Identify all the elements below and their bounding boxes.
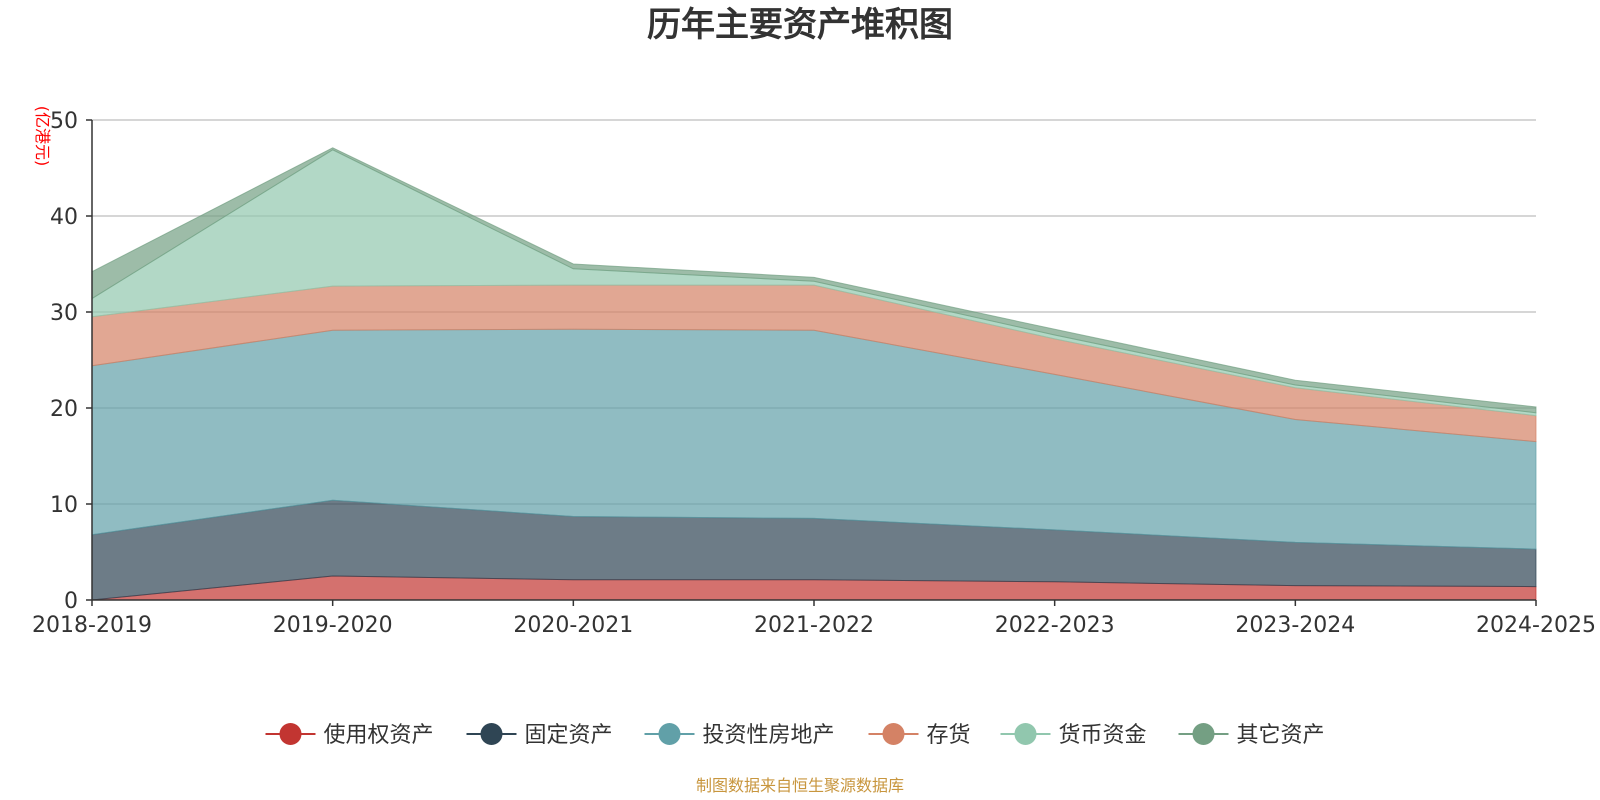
y-tick-label-1: 10: [50, 493, 78, 518]
area-series-5: [91, 147, 1537, 414]
legend-marker-2: [658, 723, 681, 745]
y-tick-label-3: 30: [50, 301, 78, 326]
legend-item-3[interactable]: 存货: [868, 723, 971, 748]
legend-item-5[interactable]: 其它资产: [1178, 723, 1325, 748]
legend: 使用权资产 固定资产 投资性房地产 存货 货币资金 其它资产: [265, 723, 1325, 748]
legend-marker-1: [480, 723, 503, 745]
x-tick-labels: 2018-2019 2019-2020 2020-2021 2021-2022 2022…: [32, 613, 1596, 638]
x-tick-label-2: 2020-2021: [513, 613, 633, 638]
y-tick-label-4: 40: [50, 205, 78, 230]
chart-title: 历年主要资产堆积图: [647, 5, 953, 45]
x-tick-label-4: 2022-2023: [995, 613, 1115, 638]
data-source-note: 制图数据来自恒生聚源数据库: [696, 776, 904, 795]
legend-marker-5: [1192, 723, 1215, 745]
y-tick-label-0: 0: [64, 589, 78, 614]
y-tick-labels: 0 10 20 30 40 50: [50, 109, 78, 614]
legend-label-4: 货币资金: [1059, 723, 1147, 748]
legend-marker-0: [279, 723, 302, 745]
x-tick-label-6: 2024-2025: [1476, 613, 1596, 638]
legend-label-5: 其它资产: [1237, 723, 1325, 748]
y-axis-unit: (亿港元): [33, 106, 52, 167]
legend-label-2: 投资性房地产: [703, 723, 835, 748]
x-tick-label-3: 2021-2022: [754, 613, 874, 638]
y-tick-label-2: 20: [50, 397, 78, 422]
legend-label-3: 存货: [927, 723, 971, 748]
legend-marker-4: [1014, 723, 1037, 745]
legend-label-0: 使用权资产: [324, 723, 434, 748]
axes: [86, 119, 1537, 606]
y-tick-label-5: 50: [50, 109, 78, 134]
legend-marker-3: [882, 723, 905, 745]
legend-item-0[interactable]: 使用权资产: [265, 723, 434, 748]
legend-item-4[interactable]: 货币资金: [1000, 723, 1147, 748]
legend-item-2[interactable]: 投资性房地产: [644, 723, 835, 748]
area-series: [91, 147, 1537, 601]
legend-label-1: 固定资产: [525, 723, 613, 748]
x-tick-label-1: 2019-2020: [273, 613, 393, 638]
legend-item-1[interactable]: 固定资产: [466, 723, 613, 748]
x-tick-label-5: 2023-2024: [1235, 613, 1355, 638]
x-tick-label-0: 2018-2019: [32, 613, 152, 638]
